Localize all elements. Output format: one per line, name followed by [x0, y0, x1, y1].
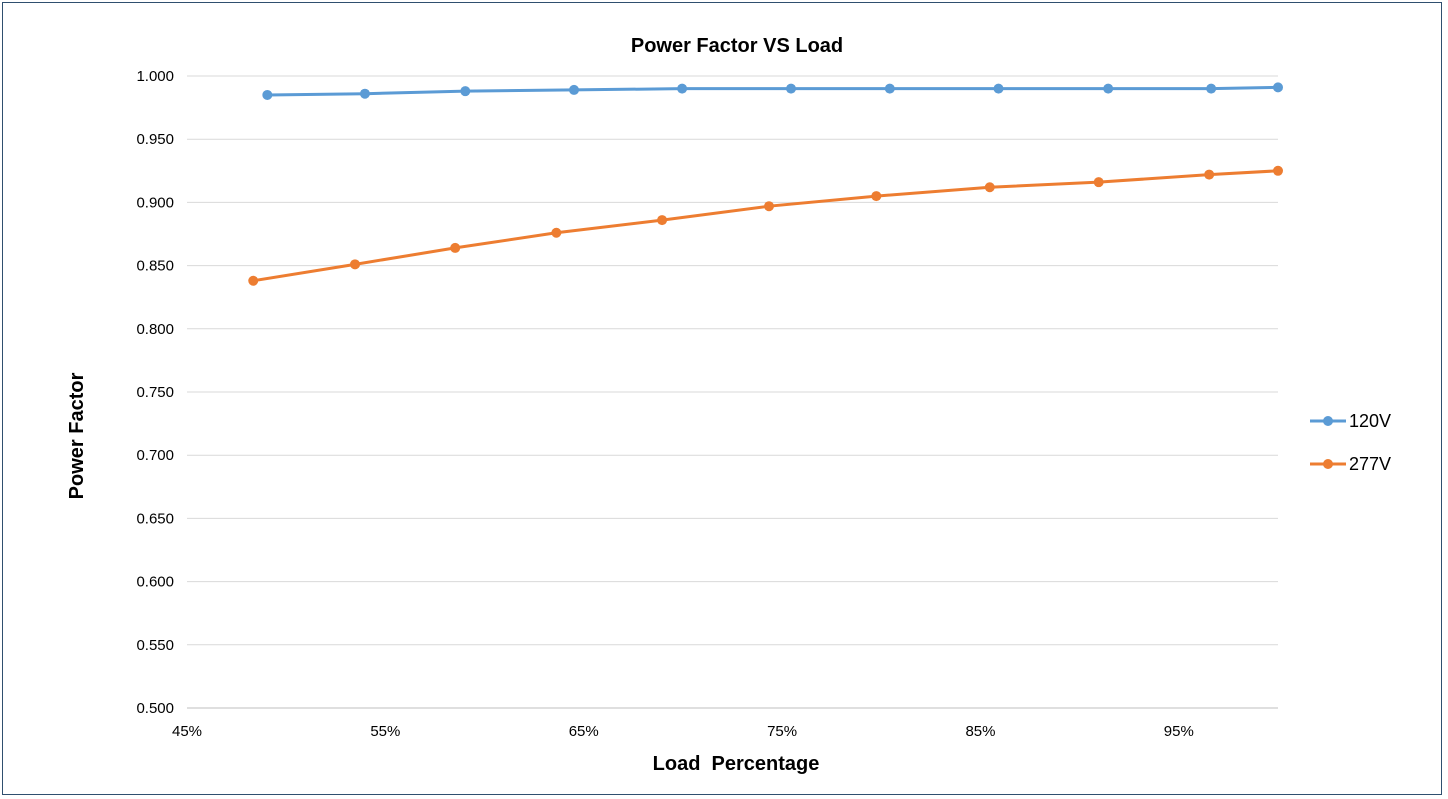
data-point [551, 227, 562, 238]
data-point [569, 84, 580, 95]
data-point [884, 83, 895, 94]
y-tick-label: 0.950 [136, 131, 174, 148]
data-point [359, 88, 370, 99]
y-tick-label: 0.750 [136, 384, 174, 401]
data-point [1093, 177, 1104, 188]
data-point [460, 86, 471, 97]
data-point [871, 191, 882, 202]
data-point [993, 83, 1004, 94]
tick-labels: 0.500 0.550 0.600 0.650 0.700 0.750 0.800 0.850… [136, 68, 1193, 740]
y-tick-label: 0.600 [136, 574, 174, 591]
y-tick-label: 0.850 [136, 258, 174, 275]
chart-title: Power Factor VS Load [631, 35, 843, 57]
y-tick-label: 1.000 [136, 68, 174, 85]
y-tick-label: 0.650 [136, 510, 174, 527]
data-point [657, 215, 668, 226]
data-point [1273, 165, 1283, 176]
x-tick-label: 45% [172, 723, 202, 740]
x-axis-title: Load Percentage [653, 753, 820, 775]
legend-item-277V: 277V [1310, 454, 1391, 474]
legend-marker [1323, 416, 1333, 426]
series-lines [248, 82, 1283, 286]
y-tick-label: 0.900 [136, 194, 174, 211]
data-point [1206, 83, 1217, 94]
x-tick-label: 85% [965, 723, 995, 740]
data-point [350, 259, 361, 270]
legend: 120V 277V [1310, 411, 1391, 474]
y-axis-title: Power Factor [66, 372, 88, 499]
data-point [1273, 82, 1283, 93]
data-point [984, 182, 995, 193]
data-point [786, 83, 797, 94]
series-line [267, 85, 1279, 97]
series-line [253, 169, 1279, 283]
series-277V [248, 165, 1283, 286]
data-point [248, 275, 259, 286]
y-tick-label: 0.800 [136, 321, 174, 338]
x-tick-label: 75% [767, 723, 797, 740]
x-tick-label: 95% [1164, 723, 1194, 740]
series-120V [262, 82, 1283, 100]
data-point [1103, 83, 1114, 94]
y-tick-label: 0.500 [136, 700, 174, 717]
legend-marker [1323, 459, 1333, 469]
x-tick-label: 55% [370, 723, 400, 740]
legend-item-120V: 120V [1310, 411, 1391, 431]
data-point [677, 83, 688, 94]
grid-lines [187, 75, 1278, 646]
data-point [450, 242, 461, 253]
x-tick-label: 65% [569, 723, 599, 740]
data-point [262, 89, 273, 100]
data-point [1204, 169, 1215, 180]
y-tick-label: 0.550 [136, 637, 174, 654]
line-chart: 0.500 0.550 0.600 0.650 0.700 0.750 0.800 0.850… [66, 35, 1391, 775]
legend-label: 120V [1349, 411, 1391, 431]
y-tick-label: 0.700 [136, 447, 174, 464]
legend-label: 277V [1349, 454, 1391, 474]
data-point [763, 201, 774, 212]
